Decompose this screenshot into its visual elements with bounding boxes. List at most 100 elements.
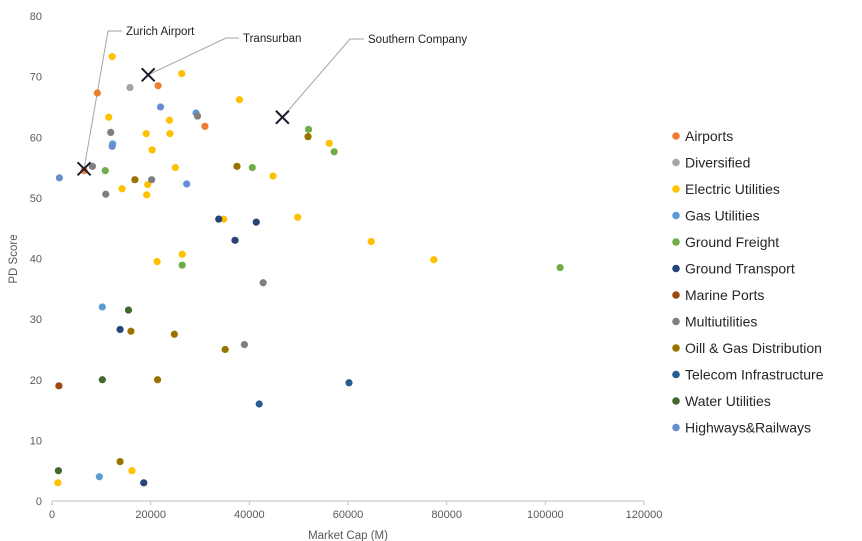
data-point — [116, 325, 124, 334]
data-point — [171, 163, 179, 172]
data-point — [98, 376, 106, 384]
data-point — [142, 130, 150, 138]
legend-entry: Diversified — [672, 155, 750, 171]
annotation-leader-line — [147, 37, 239, 76]
data-point — [240, 340, 248, 349]
legend-entry: Water Utilities — [672, 393, 771, 409]
annotation-leader-line — [83, 30, 122, 169]
x-tick-label: 20000 — [135, 509, 166, 521]
data-point — [116, 457, 124, 466]
data-point — [304, 133, 312, 141]
y-tick-label: 10 — [30, 435, 42, 447]
y-tick-label: 60 — [30, 132, 42, 144]
data-points — [54, 53, 564, 487]
data-point — [193, 112, 202, 120]
data-point — [102, 190, 110, 198]
annotation-labels: Zurich Airport Transurban Southern Company — [126, 26, 467, 46]
data-point — [215, 215, 223, 223]
data-point — [178, 250, 186, 258]
data-point — [330, 148, 338, 156]
x-axis-title: Market Cap (M) — [308, 530, 388, 541]
data-point — [101, 166, 109, 175]
data-point — [220, 215, 228, 223]
y-tick-label: 50 — [30, 193, 42, 205]
annotation-markers — [76, 67, 290, 176]
data-point — [325, 139, 333, 147]
data-point — [55, 382, 63, 390]
annotation-x-marker — [275, 110, 290, 125]
legend-label: Marine Ports — [685, 287, 764, 303]
x-tick-label: 60000 — [333, 509, 364, 521]
y-tick-label: 20 — [30, 375, 42, 387]
data-point — [235, 96, 244, 104]
data-point — [156, 103, 165, 111]
annotation-x-marker — [140, 67, 156, 83]
legend-marker — [672, 238, 680, 246]
annotation-label: Southern Company — [368, 34, 467, 46]
data-point — [178, 261, 186, 269]
data-point — [127, 327, 135, 335]
data-point — [144, 180, 152, 189]
legend-label: Telecom Infrastructure — [685, 367, 824, 383]
legend-label: Ground Transport — [685, 261, 795, 277]
annotation-leader-line — [282, 38, 364, 118]
legend-label: Oill & Gas Distribution — [685, 340, 822, 356]
data-point — [367, 237, 375, 246]
legend-entry: Ground Transport — [672, 261, 795, 277]
data-point — [55, 174, 64, 182]
data-point — [269, 172, 277, 180]
legend-marker — [672, 317, 680, 326]
legend-label: Diversified — [685, 155, 750, 171]
data-point — [233, 162, 241, 170]
legend-marker — [672, 185, 680, 193]
data-point — [345, 379, 353, 387]
data-point — [95, 473, 103, 481]
data-point — [304, 125, 313, 133]
x-tick-label: 40000 — [234, 509, 265, 521]
data-point — [255, 400, 263, 408]
data-point — [165, 116, 174, 124]
data-point — [105, 113, 113, 121]
legend-entry: Airports — [672, 128, 733, 144]
data-point — [252, 218, 260, 226]
axes: 0 20000 40000 60000 80000 100000 120000 0 10 20 30… — [30, 11, 663, 521]
data-point — [108, 53, 116, 61]
legend-label: Gas Utilities — [685, 208, 760, 224]
data-point — [259, 279, 267, 287]
legend-entry: Multiutilities — [672, 314, 757, 330]
y-tick-label: 70 — [30, 72, 42, 84]
legend-entry: Highways&Railways — [672, 420, 811, 436]
data-point — [154, 82, 162, 90]
data-point — [128, 467, 136, 475]
data-point — [556, 263, 564, 272]
y-tick-label: 30 — [30, 314, 42, 326]
data-point — [166, 130, 174, 138]
legend-label: Water Utilities — [685, 393, 771, 409]
legend-label: Airports — [685, 128, 733, 144]
annotation-leaders — [83, 30, 364, 169]
data-point — [178, 69, 186, 78]
data-point — [54, 479, 62, 487]
x-tick-label: 0 — [49, 509, 55, 521]
x-tick-label: 120000 — [626, 509, 663, 521]
data-point — [140, 479, 148, 487]
x-tick-label: 80000 — [431, 509, 462, 521]
data-point — [118, 185, 126, 193]
legend-marker — [672, 291, 680, 299]
data-point — [98, 303, 106, 311]
y-tick-label: 0 — [36, 496, 42, 508]
data-point — [201, 122, 209, 130]
annotation-label: Zurich Airport — [126, 26, 195, 38]
legend-entry: Marine Ports — [672, 287, 764, 303]
legend-label: Multiutilities — [685, 314, 757, 330]
legend-marker — [672, 211, 680, 220]
data-point — [231, 236, 239, 244]
legend-entry: Telecom Infrastructure — [672, 367, 824, 383]
data-point — [93, 89, 101, 97]
data-point — [153, 376, 162, 384]
legend-label: Highways&Railways — [685, 420, 811, 436]
data-point — [107, 128, 115, 136]
data-point — [126, 83, 134, 92]
legend-entry: Electric Utilities — [672, 181, 780, 197]
